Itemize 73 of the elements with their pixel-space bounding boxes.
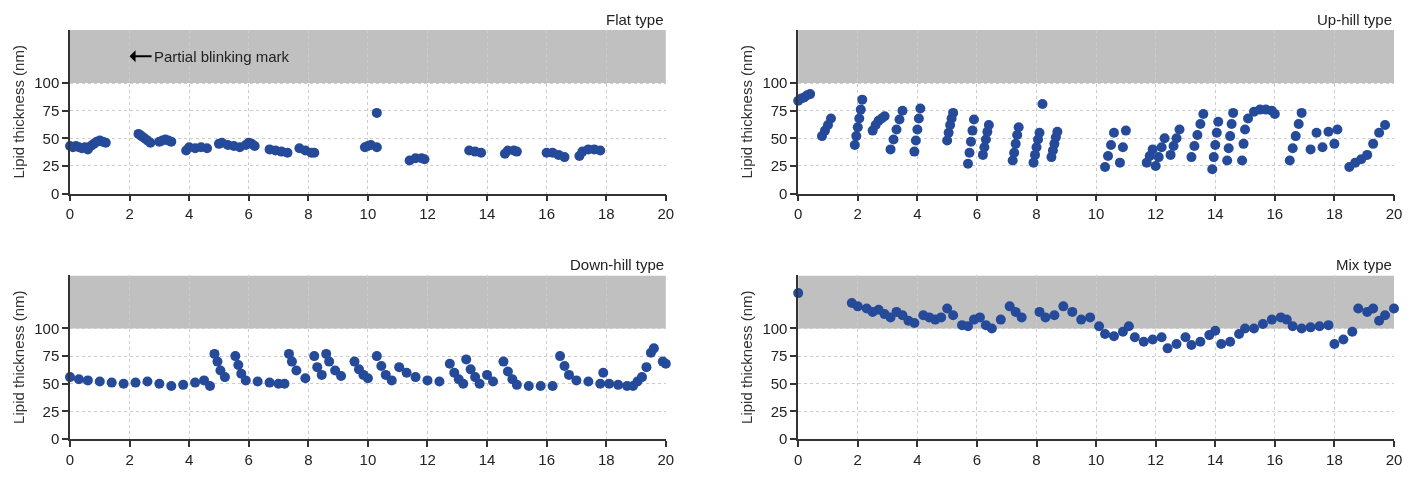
annotation: Partial blinking mark — [154, 48, 290, 65]
x-tick-label: 16 — [538, 205, 555, 223]
chart-title: Mix type — [1336, 256, 1392, 273]
x-tick-label: 8 — [1032, 450, 1041, 468]
y-tick-label: 50 — [42, 129, 60, 147]
x-tick-label: 6 — [972, 450, 982, 468]
x-tick-label: 8 — [1032, 205, 1041, 223]
x-tick-label: 0 — [794, 450, 803, 468]
y-axis-title: Lipid thickness (nm) — [9, 45, 27, 179]
y-tick-label: 75 — [770, 101, 788, 119]
y-tick-label: 0 — [50, 430, 60, 448]
x-tick-label: 16 — [538, 450, 555, 468]
x-tick-label: 18 — [597, 450, 615, 468]
y-tick-label: 25 — [42, 157, 60, 175]
x-tick-label: 10 — [1087, 205, 1105, 223]
x-tick-label: 0 — [794, 205, 803, 223]
x-tick-label: 20 — [1385, 205, 1403, 223]
y-tick-label: 100 — [762, 74, 788, 92]
y-tick-label: 0 — [779, 184, 788, 202]
y-tick-label: 0 — [50, 184, 60, 202]
x-tick-label: 4 — [184, 450, 194, 468]
y-tick-label: 25 — [42, 402, 60, 420]
x-tick-label: 10 — [359, 205, 377, 223]
y-tick-label: 25 — [770, 402, 788, 420]
x-tick-label: 14 — [478, 205, 496, 223]
x-tick-label: 2 — [853, 450, 862, 468]
x-tick-label: 2 — [853, 205, 862, 223]
y-tick-label: 50 — [770, 129, 788, 147]
x-tick-label: 18 — [1326, 205, 1343, 223]
x-tick-label: 14 — [1206, 450, 1224, 468]
x-tick-label: 0 — [65, 450, 75, 468]
chart-title: Up-hill type — [1317, 11, 1393, 28]
y-axis-title: Lipid thickness (nm) — [738, 290, 756, 424]
x-tick-label: 8 — [304, 450, 313, 468]
y-tick-label: 100 — [34, 319, 60, 337]
x-tick-label: 4 — [184, 205, 194, 223]
y-axis-title: Lipid thickness (nm) — [738, 45, 756, 179]
x-tick-label: 0 — [65, 205, 75, 223]
y-tick-label: 100 — [762, 319, 788, 337]
y-tick-label: 50 — [42, 374, 60, 392]
x-tick-label: 4 — [913, 450, 922, 468]
y-tick-label: 0 — [779, 430, 788, 448]
x-tick-label: 12 — [1147, 450, 1165, 468]
x-tick-label: 12 — [419, 205, 436, 223]
x-tick-label: 8 — [304, 205, 313, 223]
y-tick-label: 75 — [770, 347, 788, 365]
y-tick-label: 75 — [42, 347, 60, 365]
y-tick-label: 50 — [770, 374, 788, 392]
chart-title: Flat type — [606, 11, 664, 28]
x-tick-label: 12 — [1147, 205, 1165, 223]
x-tick-label: 16 — [1266, 450, 1284, 468]
x-tick-label: 10 — [1087, 450, 1105, 468]
x-tick-label: 6 — [244, 205, 253, 223]
x-tick-label: 2 — [125, 450, 134, 468]
x-tick-label: 4 — [913, 205, 922, 223]
x-tick-label: 14 — [478, 450, 496, 468]
x-tick-label: 20 — [657, 205, 675, 223]
y-tick-label: 25 — [770, 157, 788, 175]
x-tick-label: 10 — [359, 450, 377, 468]
x-tick-label: 12 — [419, 450, 436, 468]
x-tick-label: 18 — [1326, 450, 1343, 468]
x-tick-label: 16 — [1266, 205, 1284, 223]
x-tick-label: 6 — [244, 450, 253, 468]
y-tick-label: 100 — [34, 74, 60, 92]
x-tick-label: 20 — [657, 450, 675, 468]
x-tick-label: 6 — [972, 205, 982, 223]
x-tick-label: 20 — [1385, 450, 1403, 468]
chart-title: Down-hill type — [570, 256, 665, 273]
x-tick-label: 18 — [597, 205, 615, 223]
x-tick-label: 14 — [1206, 205, 1224, 223]
x-tick-label: 2 — [125, 205, 134, 223]
y-axis-title: Lipid thickness (nm) — [9, 290, 27, 424]
y-tick-label: 75 — [42, 101, 60, 119]
